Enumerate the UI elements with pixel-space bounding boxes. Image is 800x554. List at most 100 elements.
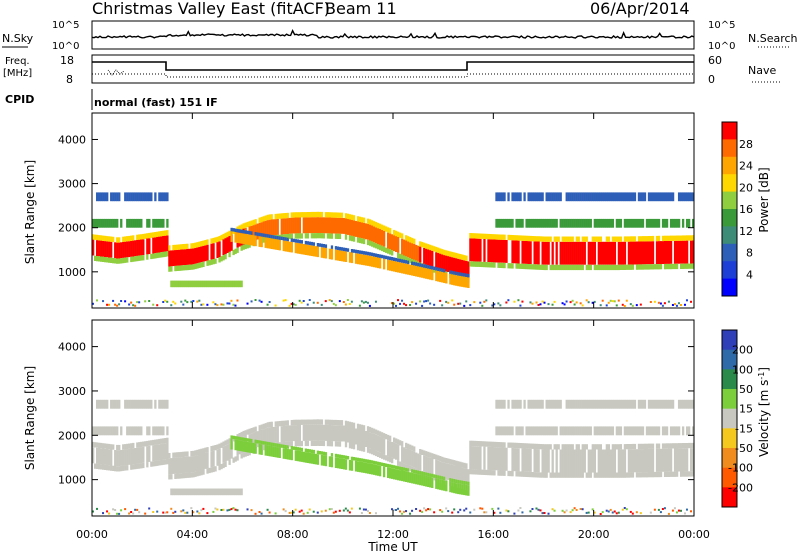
velocity-cell xyxy=(374,512,377,515)
velocity-cell xyxy=(372,428,376,434)
velocity-cell xyxy=(124,465,127,471)
velocity-cell xyxy=(401,441,404,447)
velocity-cell xyxy=(627,472,631,478)
velocity-cell xyxy=(208,467,211,474)
power-cell xyxy=(348,219,352,236)
velocity-cell xyxy=(463,509,466,512)
power-cell xyxy=(495,192,498,202)
velocity-cell xyxy=(158,444,161,461)
power-cell xyxy=(176,265,179,271)
power-cell xyxy=(461,259,464,276)
velocity-cell xyxy=(202,453,205,470)
power-cell xyxy=(623,192,627,202)
power-cell xyxy=(192,280,195,288)
velocity-cell xyxy=(635,449,639,473)
velocity-cell xyxy=(411,445,414,451)
power-cell xyxy=(148,300,151,302)
power-cell xyxy=(667,300,670,303)
velocity-cell xyxy=(186,451,189,457)
velocity-cell xyxy=(202,507,205,510)
velocity-cell xyxy=(178,452,181,458)
nsky-left-label: N.Sky xyxy=(2,32,34,45)
power-cell xyxy=(415,262,418,266)
velocity-cell xyxy=(479,469,482,475)
power-cell xyxy=(314,233,318,239)
velocity-cell xyxy=(328,456,332,467)
power-cell xyxy=(318,243,322,247)
power-cell xyxy=(184,299,187,302)
power-cell xyxy=(431,266,434,270)
power-cell xyxy=(282,240,285,252)
velocity-cell xyxy=(326,419,330,425)
velocity-cell xyxy=(386,456,390,462)
power-cell xyxy=(439,271,442,283)
velocity-cell xyxy=(485,469,488,476)
power-cell xyxy=(429,269,432,280)
velocity-cell xyxy=(368,463,372,475)
velocity-cell xyxy=(280,420,283,427)
power-cell xyxy=(583,241,586,265)
power-cell xyxy=(537,264,540,270)
power-cell xyxy=(397,237,400,253)
velocity-cell xyxy=(106,443,109,449)
velocity-cell xyxy=(164,443,167,460)
power-cell xyxy=(559,218,562,228)
power-cell xyxy=(683,235,687,241)
power-cell xyxy=(623,218,627,228)
power-cell xyxy=(591,301,594,304)
power-cell xyxy=(286,237,289,242)
velocity-cell xyxy=(527,471,530,478)
velocity-cell xyxy=(302,512,305,515)
power-cell xyxy=(168,266,171,272)
velocity-cell xyxy=(240,440,243,452)
power-cell xyxy=(593,300,596,303)
power-cell xyxy=(382,255,386,259)
velocity-cell xyxy=(308,419,312,425)
power-cell xyxy=(685,299,688,302)
velocity-cell xyxy=(575,472,578,478)
velocity-cell xyxy=(503,470,506,476)
velocity-cell xyxy=(547,449,550,473)
power-cell xyxy=(691,218,695,228)
power-cell xyxy=(425,268,428,279)
velocity-cell xyxy=(397,466,400,470)
power-cell xyxy=(256,232,259,236)
power-cell xyxy=(631,264,635,270)
power-cell xyxy=(593,218,596,228)
velocity-cell xyxy=(104,464,107,470)
velocity-cell xyxy=(649,399,653,409)
power-cell xyxy=(330,233,334,239)
velocity-cell xyxy=(266,508,269,511)
power-cell xyxy=(338,300,341,303)
power-cell xyxy=(236,228,239,233)
power-cell xyxy=(296,212,299,218)
power-cell xyxy=(180,244,183,250)
velocity-cell xyxy=(280,444,283,448)
power-cell xyxy=(254,299,257,301)
power-cell xyxy=(411,265,414,276)
power-cell xyxy=(681,218,685,228)
power-cell xyxy=(687,192,691,202)
velocity-cell xyxy=(583,399,586,409)
velocity-cell xyxy=(292,511,295,514)
velocity-cell xyxy=(549,426,552,436)
power-cell xyxy=(106,218,109,228)
velocity-cell xyxy=(378,452,382,458)
velocity-cell xyxy=(595,426,598,436)
power-cell xyxy=(579,264,582,271)
velocity-cell xyxy=(358,461,362,473)
power-cell xyxy=(384,255,388,260)
velocity-cell xyxy=(411,450,414,467)
velocity-cell xyxy=(407,449,410,465)
power-cell xyxy=(362,301,365,304)
velocity-cell xyxy=(164,511,167,514)
power-cell xyxy=(164,251,167,257)
velocity-cell xyxy=(352,422,356,428)
power-cell xyxy=(601,264,604,271)
power-cell xyxy=(312,233,316,239)
power-cell xyxy=(665,235,669,241)
power-cell xyxy=(573,192,576,202)
power-cell xyxy=(288,233,291,240)
velocity-cell xyxy=(330,441,334,447)
velocity-cell xyxy=(366,459,370,463)
